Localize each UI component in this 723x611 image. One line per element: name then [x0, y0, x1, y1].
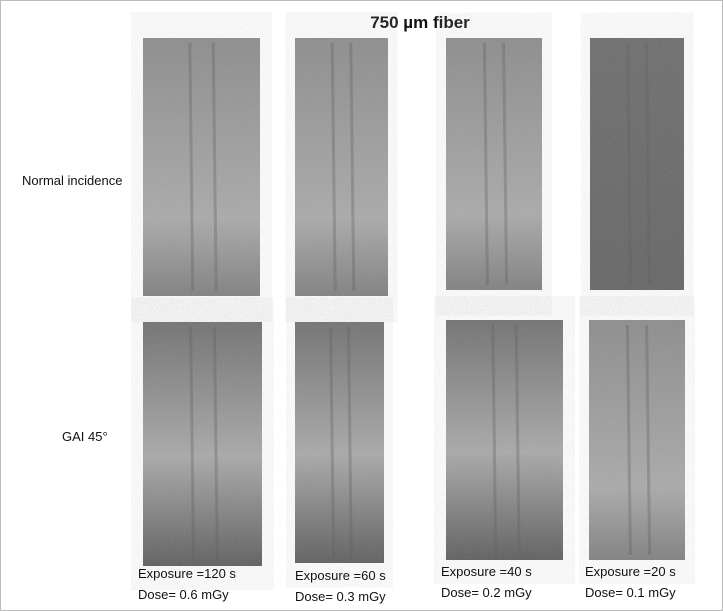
image-noise: [295, 38, 388, 296]
dose-label: Dose= 0.2 mGy: [441, 585, 532, 600]
image-noise: [295, 322, 384, 563]
xray-image: [295, 38, 388, 296]
row-label: GAI 45°: [62, 429, 108, 444]
xray-image: [446, 320, 563, 560]
xray-image: [295, 322, 384, 563]
image-noise: [446, 38, 542, 290]
exposure-label: Exposure =120 s: [138, 566, 236, 581]
exposure-label: Exposure =60 s: [295, 568, 386, 583]
figure-title: 750 µm fiber: [370, 13, 470, 32]
image-noise: [143, 322, 262, 566]
xray-image: [143, 38, 260, 296]
dose-label: Dose= 0.6 mGy: [138, 587, 229, 602]
image-noise: [143, 38, 260, 296]
xray-image: [446, 38, 542, 290]
image-noise: [590, 38, 684, 290]
row-label: Normal incidence: [22, 173, 122, 188]
dose-label: Dose= 0.3 mGy: [295, 589, 386, 604]
exposure-label: Exposure =20 s: [585, 564, 676, 579]
image-noise: [589, 320, 685, 560]
figure: 750 µm fiber Normal incidence GAI 45° Ex…: [0, 0, 723, 611]
exposure-label: Exposure =40 s: [441, 564, 532, 579]
xray-image: [143, 322, 262, 566]
dose-label: Dose= 0.1 mGy: [585, 585, 676, 600]
xray-image: [590, 38, 684, 290]
image-noise: [446, 320, 563, 560]
xray-image: [589, 320, 685, 560]
